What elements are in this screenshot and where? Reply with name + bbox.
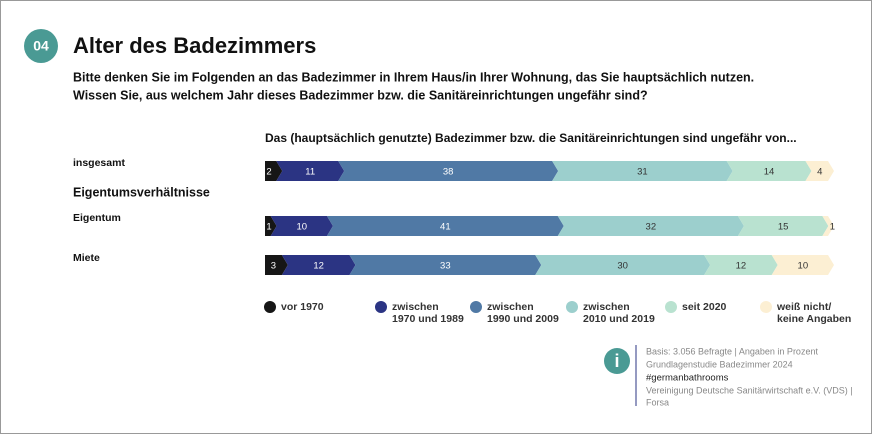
legend-swatch bbox=[470, 301, 482, 313]
bar-segment bbox=[265, 216, 277, 236]
legend-swatch bbox=[665, 301, 677, 313]
legend-label: zwischen 1970 und 1989 bbox=[392, 301, 464, 325]
legend-label: zwischen 2010 und 2019 bbox=[583, 301, 655, 325]
note: Vereinigung Deutsche Sanitärwirtschaft e… bbox=[646, 385, 853, 395]
chart-heading: Das (hauptsächlich genutzte) Badezimmer … bbox=[265, 131, 797, 145]
value-label: 41 bbox=[440, 222, 451, 233]
subtitle: Wissen Sie, aus welchem Jahr dieses Bade… bbox=[73, 88, 648, 102]
note: Forsa bbox=[646, 397, 669, 407]
category-label: Miete bbox=[73, 252, 100, 264]
category-label: Eigentum bbox=[73, 212, 121, 224]
group-label: Eigentumsverhältnisse bbox=[73, 185, 210, 199]
bar-segment bbox=[270, 216, 333, 236]
bar-segment bbox=[771, 255, 834, 275]
value-label: 4 bbox=[817, 167, 822, 178]
info-icon bbox=[604, 348, 630, 374]
legend-swatch bbox=[264, 301, 276, 313]
legend-swatch bbox=[760, 301, 772, 313]
value-label: 12 bbox=[313, 261, 324, 272]
value-label: 38 bbox=[443, 167, 454, 178]
value-label: 31 bbox=[637, 167, 648, 178]
value-label: 11 bbox=[305, 167, 315, 178]
legend-label: zwischen 1990 und 2009 bbox=[487, 301, 559, 325]
info-icon-text: i bbox=[614, 351, 619, 371]
bar-segment bbox=[265, 161, 283, 181]
note: Basis: 3.056 Befragte | Angaben in Proze… bbox=[646, 346, 818, 356]
bar-segment bbox=[281, 255, 356, 275]
bar-segment bbox=[535, 255, 711, 275]
value-label: 2 bbox=[266, 167, 271, 178]
legend-swatch bbox=[375, 301, 387, 313]
value-label: 10 bbox=[296, 222, 307, 233]
bar-segment bbox=[338, 161, 559, 181]
value-label: 10 bbox=[798, 261, 809, 272]
category-label: insgesamt bbox=[73, 157, 125, 169]
value-label: 32 bbox=[646, 222, 657, 233]
legend-label: seit 2020 bbox=[682, 301, 727, 313]
badge-text: 04 bbox=[33, 38, 49, 54]
note: Grundlagenstudie Badezimmer 2024 bbox=[646, 359, 793, 369]
value-label: 30 bbox=[617, 261, 628, 272]
bar-segment bbox=[349, 255, 542, 275]
bar-segment bbox=[704, 255, 778, 275]
bar-segment bbox=[265, 255, 288, 275]
legend-label: vor 1970 bbox=[281, 301, 324, 313]
value-label: 1 bbox=[266, 222, 271, 233]
bar-segment bbox=[276, 161, 345, 181]
chart-title: Alter des Badezimmers bbox=[73, 33, 316, 58]
bar-segment bbox=[557, 216, 744, 236]
value-label: 3 bbox=[271, 261, 276, 272]
subtitle: Bitte denken Sie im Folgenden an das Bad… bbox=[73, 70, 754, 84]
value-label: 15 bbox=[778, 222, 789, 233]
bar-segment bbox=[822, 216, 834, 236]
badge bbox=[24, 29, 58, 63]
value-label: 33 bbox=[440, 261, 451, 272]
bar-segment bbox=[737, 216, 829, 236]
legend-label: weiß nicht/ keine Angaben bbox=[777, 301, 852, 325]
value-label: 1 bbox=[830, 222, 835, 233]
value-label: 12 bbox=[736, 261, 747, 272]
bar-segment bbox=[552, 161, 733, 181]
bar-segment bbox=[805, 161, 834, 181]
note: #germanbathrooms bbox=[646, 373, 729, 384]
bar-segment bbox=[726, 161, 812, 181]
bar-segment bbox=[326, 216, 564, 236]
value-label: 14 bbox=[764, 167, 775, 178]
legend-swatch bbox=[566, 301, 578, 313]
